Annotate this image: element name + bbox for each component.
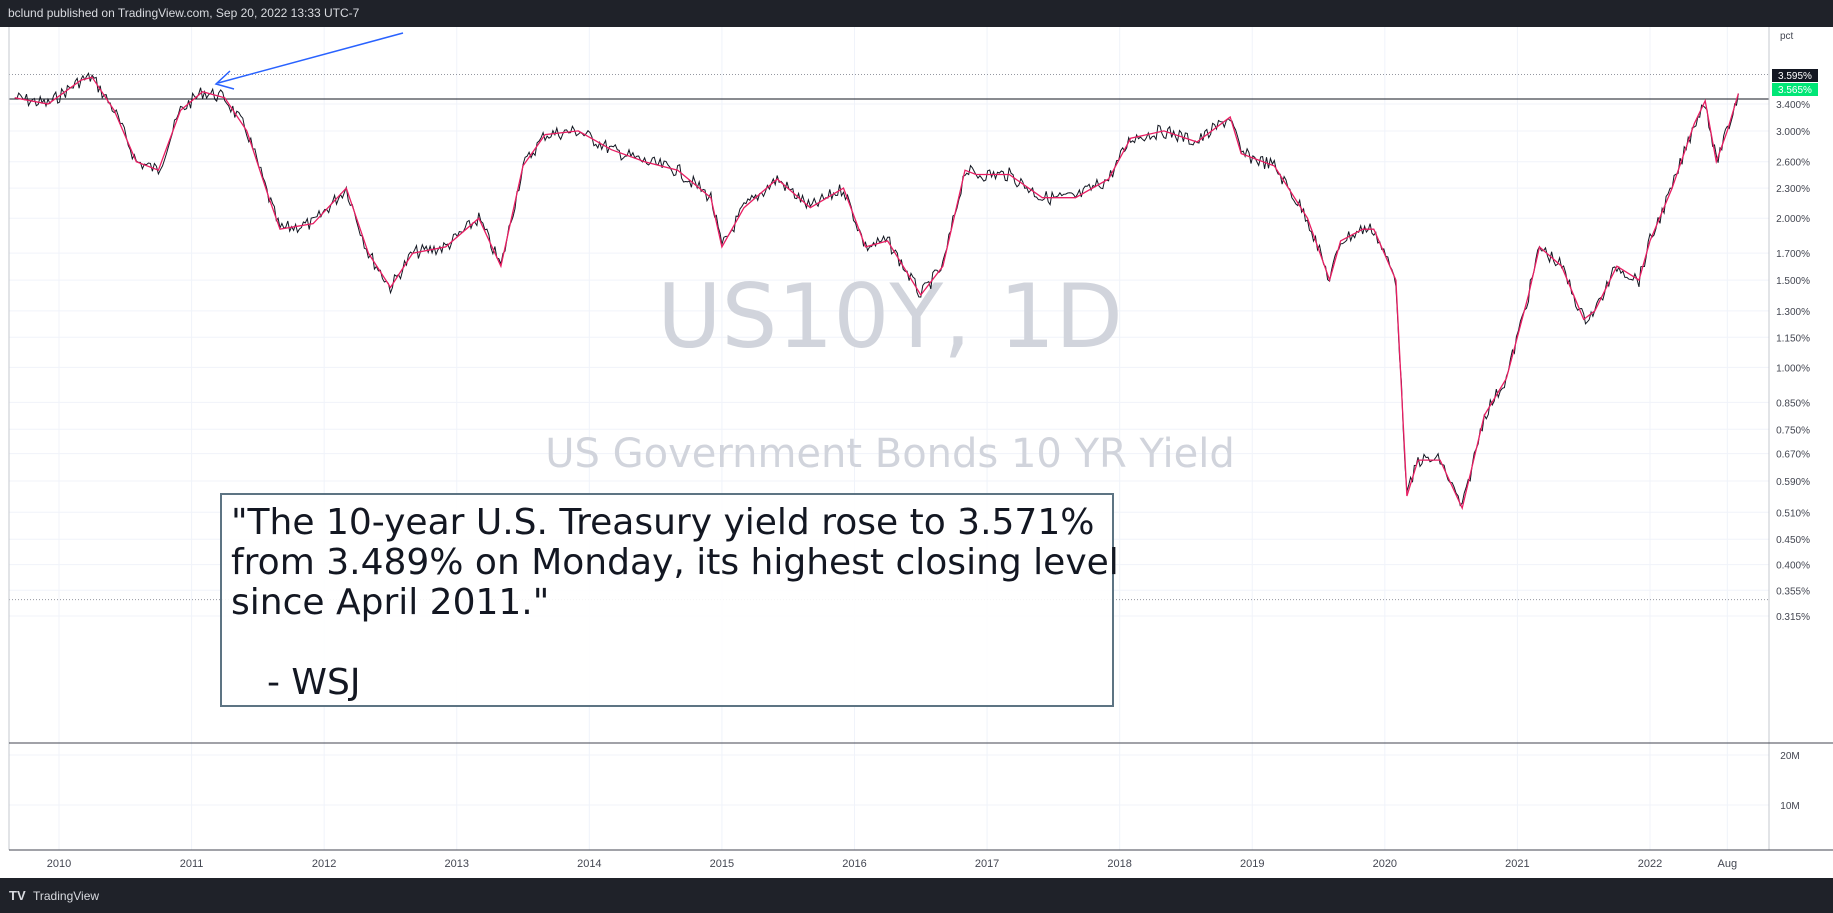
volume-axis-ticks: 20M 10M xyxy=(1780,751,1799,812)
price-tick-label: 1.700% xyxy=(1776,249,1810,260)
time-axis-ticks[interactable]: 2010 2011 2012 2013 2014 2015 2016 2017 2018 2019… xyxy=(47,858,1737,870)
price-tick-label: 2.000% xyxy=(1776,214,1810,225)
symbol-watermark: US10Y, 1D US Government Bonds 10 YR Yiel… xyxy=(545,265,1235,477)
price-axis-ticks[interactable]: 3.400% 3.000% 2.600% 2.300% 2.000% 1.700% 1.50… xyxy=(1776,100,1810,623)
price-tick-label: 0.355% xyxy=(1776,586,1810,597)
price-chart[interactable]: US10Y, 1D US Government Bonds 10 YR Yiel… xyxy=(0,27,1833,878)
publish-info: bclund published on TradingView.com, Sep… xyxy=(8,6,360,20)
price-tick-label: 1.300% xyxy=(1776,307,1810,318)
price-tick-label: 3.000% xyxy=(1776,127,1810,138)
price-series[interactable] xyxy=(14,72,1740,511)
moving-average-line[interactable] xyxy=(14,76,1740,511)
quote-line-1: "The 10-year U.S. Treasury yield rose to… xyxy=(231,502,1095,543)
price-tick-label: 0.670% xyxy=(1776,450,1810,461)
price-labels: 3.595% 3.565% xyxy=(1772,69,1818,96)
arrow-shaft xyxy=(217,32,404,84)
publish-header: bclund published on TradingView.com, Sep… xyxy=(0,0,1833,27)
quote-line-3: since April 2011." xyxy=(231,582,550,623)
tradingview-logo-icon[interactable]: TV xyxy=(9,888,26,903)
time-tick-label: 2015 xyxy=(710,858,734,870)
price-axis-unit: pct xyxy=(1780,31,1794,42)
tradingview-brand[interactable]: TradingView xyxy=(33,889,100,903)
time-tick-label: Aug xyxy=(1718,858,1738,870)
time-tick-label: 2016 xyxy=(842,858,866,870)
price-tick-label: 1.000% xyxy=(1776,363,1810,374)
price-tick-label: 1.500% xyxy=(1776,276,1810,287)
last-price-label: 3.595% xyxy=(1778,71,1812,82)
arrow-annotation[interactable] xyxy=(214,32,404,90)
time-tick-label: 2012 xyxy=(312,858,336,870)
price-line[interactable] xyxy=(14,72,1739,507)
price-tick-label: 1.150% xyxy=(1776,333,1810,344)
price-tick-label: 0.850% xyxy=(1776,398,1810,409)
price-tick-label: 0.400% xyxy=(1776,561,1810,572)
time-tick-label: 2018 xyxy=(1107,858,1131,870)
time-tick-label: 2013 xyxy=(445,858,469,870)
ma-label: 3.565% xyxy=(1778,85,1812,96)
watermark-symbol: US10Y, 1D xyxy=(657,265,1123,368)
time-tick-label: 2020 xyxy=(1373,858,1397,870)
price-tick-label: 0.510% xyxy=(1776,508,1810,519)
watermark-description: US Government Bonds 10 YR Yield xyxy=(545,431,1235,477)
price-tick-label: 3.400% xyxy=(1776,100,1810,111)
price-tick-label: 2.300% xyxy=(1776,184,1810,195)
arrow-head xyxy=(214,70,235,90)
price-tick-label: 0.315% xyxy=(1776,612,1810,623)
time-tick-label: 2017 xyxy=(975,858,999,870)
axes: pct xyxy=(8,27,1833,851)
volume-tick-label: 20M xyxy=(1780,751,1799,762)
price-tick-label: 0.750% xyxy=(1776,425,1810,436)
quote-attribution: - WSJ xyxy=(267,662,361,703)
price-tick-label: 0.450% xyxy=(1776,535,1810,546)
price-tick-label: 0.590% xyxy=(1776,477,1810,488)
volume-tick-label: 10M xyxy=(1780,801,1799,812)
time-tick-label: 2011 xyxy=(180,858,204,870)
time-tick-label: 2010 xyxy=(47,858,71,870)
quote-annotation[interactable]: "The 10-year U.S. Treasury yield rose to… xyxy=(220,493,1119,707)
ma-label-box xyxy=(1772,83,1818,96)
time-tick-label: 2022 xyxy=(1638,858,1662,870)
price-tick-label: 2.600% xyxy=(1776,158,1810,169)
time-tick-label: 2019 xyxy=(1240,858,1264,870)
quote-line-2: from 3.489% on Monday, its highest closi… xyxy=(231,542,1119,583)
footer-bar: TV TradingView xyxy=(0,878,1833,913)
last-price-label-box xyxy=(1772,69,1818,82)
horizontal-levels xyxy=(9,73,1769,601)
time-tick-label: 2014 xyxy=(577,858,601,870)
time-tick-label: 2021 xyxy=(1505,858,1529,870)
quote-spacer xyxy=(231,623,1103,663)
